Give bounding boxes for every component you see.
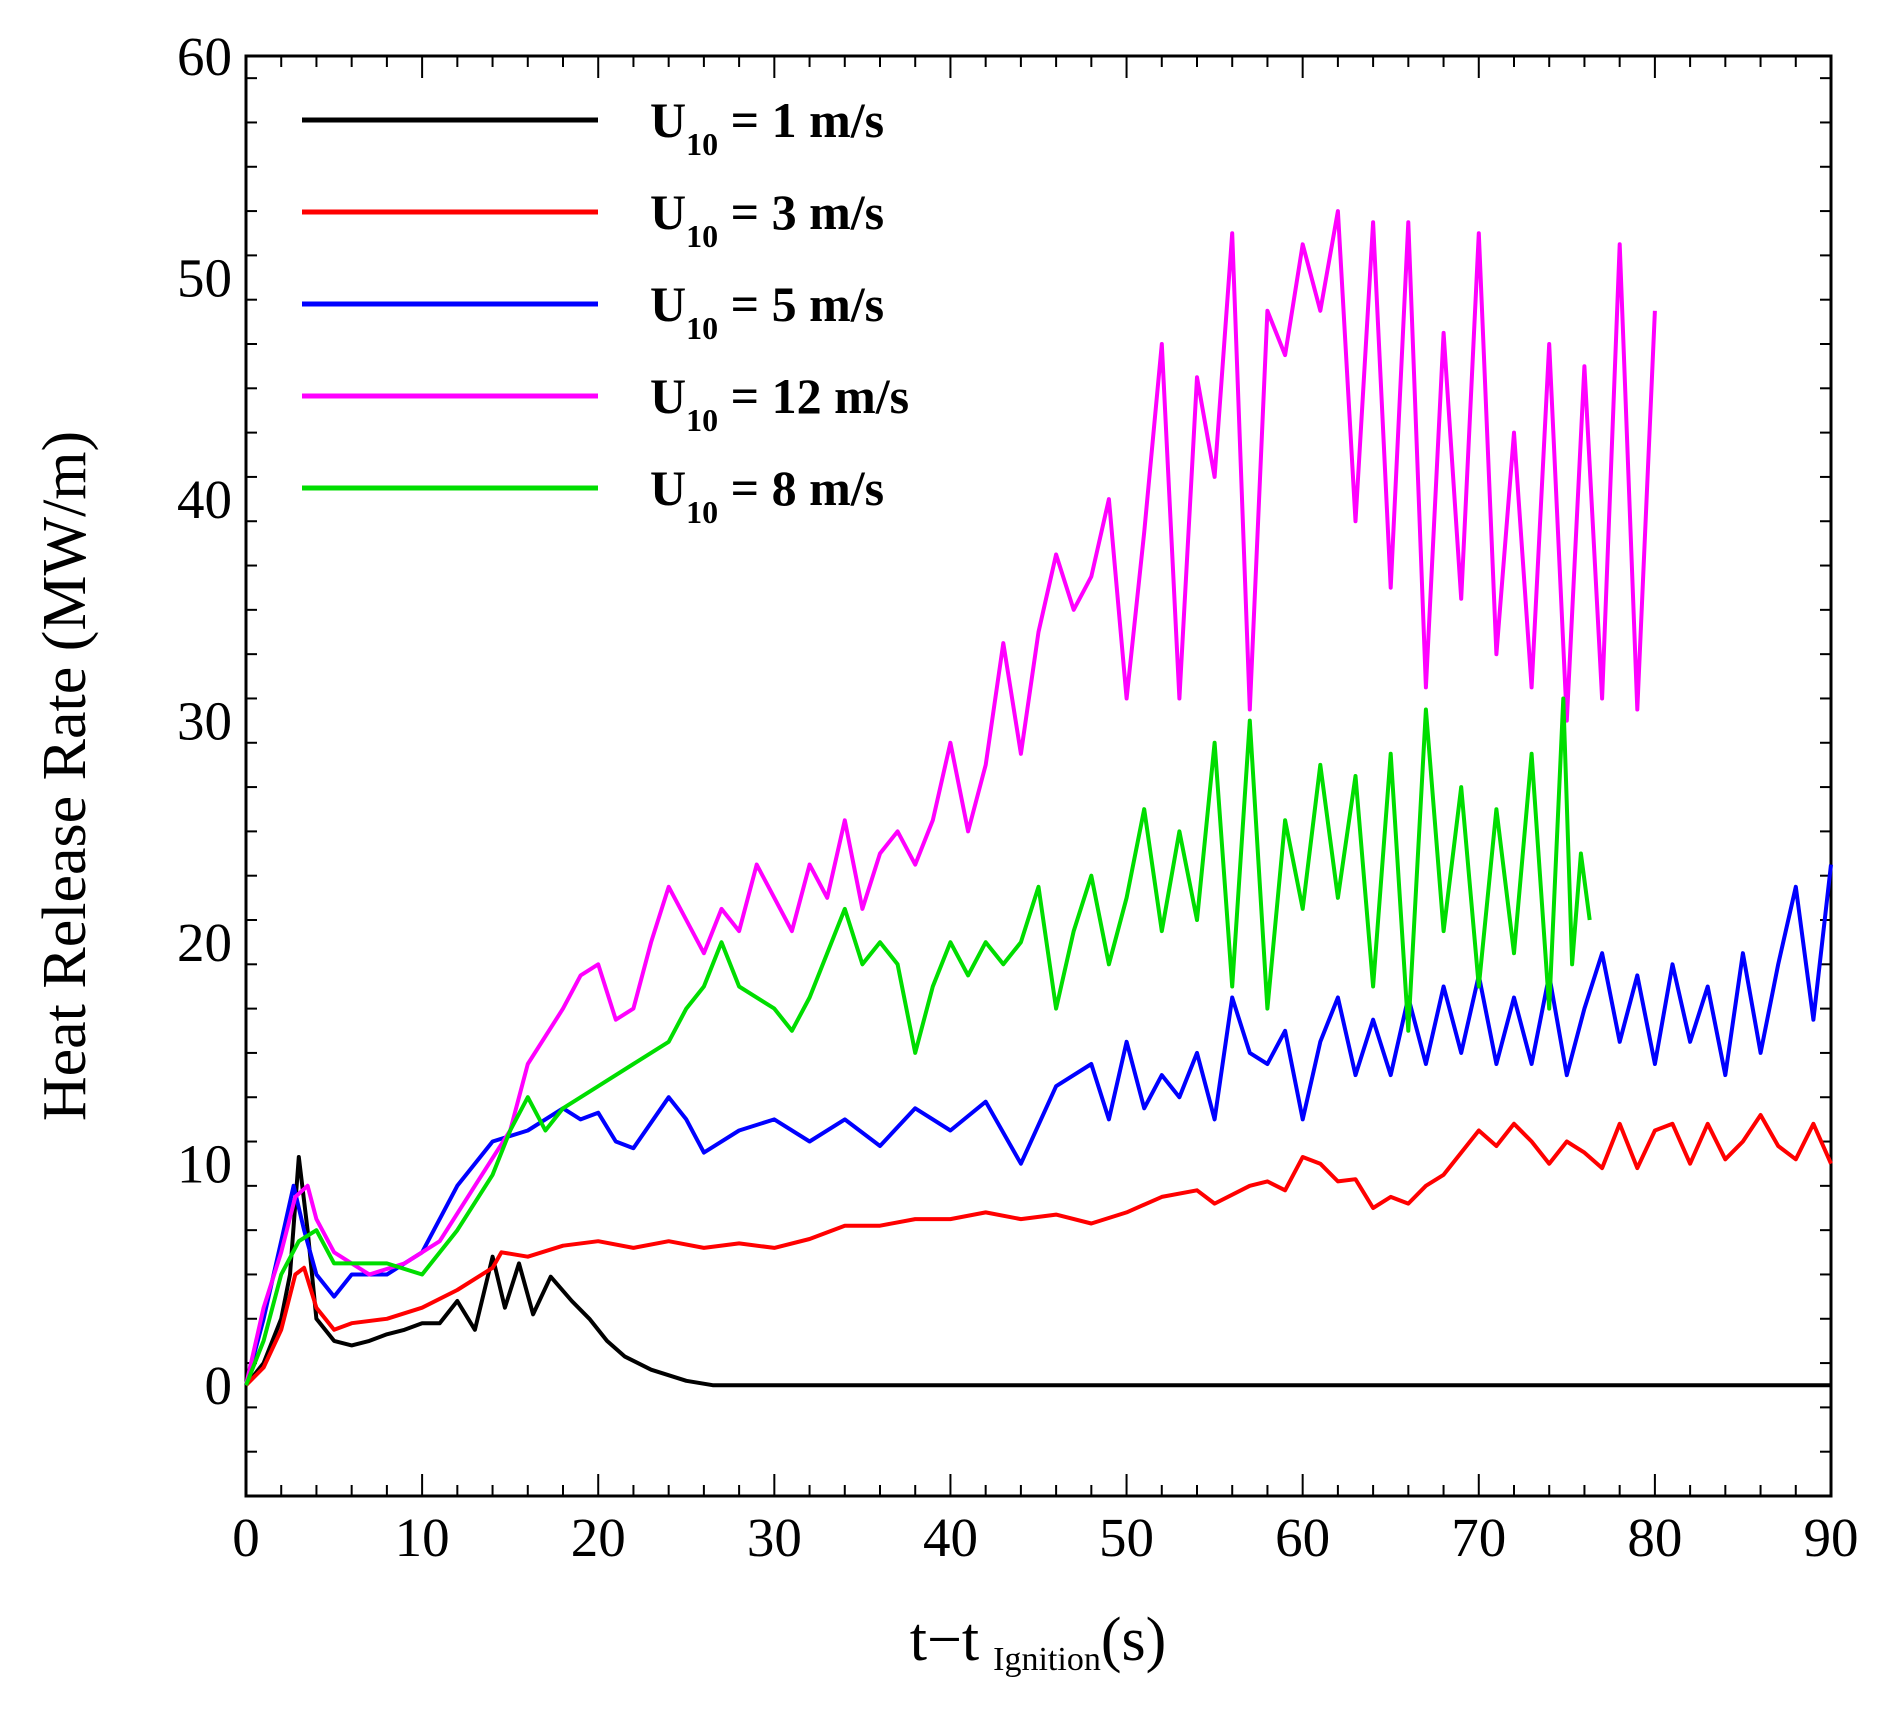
y-tick-label: 0: [205, 1355, 233, 1416]
legend-label: U10 = 12 m/s: [650, 368, 909, 438]
x-tick-label: 30: [747, 1507, 802, 1568]
legend-label: U10 = 3 m/s: [650, 184, 884, 254]
axis-ticks: [245, 56, 1832, 1497]
series-lines: [244, 209, 1833, 1388]
x-axis-title-main: t−t: [910, 1606, 979, 1674]
series-line-5-m-s: [244, 864, 1833, 1386]
x-axis-title: t−t Ignition(s): [910, 1606, 1167, 1678]
y-tick-label: 20: [177, 912, 232, 973]
x-tick-label: 80: [1627, 1507, 1682, 1568]
legend-label: U10 = 8 m/s: [650, 460, 884, 530]
y-axis-title: Heat Release Rate (MW/m): [31, 431, 99, 1121]
legend: U10 = 1 m/s U10 = 3 m/s U10 = 5 m/s U10 = 1…: [302, 92, 909, 530]
x-tick-label: 40: [923, 1507, 978, 1568]
series-line-8-m-s: [244, 696, 1592, 1386]
x-tick-label: 90: [1804, 1507, 1859, 1568]
legend-label: U10 = 5 m/s: [650, 276, 884, 346]
y-tick-label: 50: [177, 248, 232, 309]
x-tick-label: 0: [232, 1507, 260, 1568]
plot-frame: [244, 54, 1833, 1498]
x-axis-title-unit: (s): [1101, 1606, 1166, 1674]
x-tick-label: 50: [1099, 1507, 1154, 1568]
y-tick-label: 60: [177, 26, 232, 87]
x-tick-label: 10: [395, 1507, 450, 1568]
x-tick-label: 20: [571, 1507, 626, 1568]
series-line-3-m-s: [244, 1113, 1833, 1387]
series-line-1-m-s: [244, 1155, 1831, 1388]
tick-labels: 0 10 20 30 40 50 60 70 80 90 0 10 20 30 40 50 60: [177, 26, 1859, 1568]
x-tick-label: 60: [1275, 1507, 1330, 1568]
y-tick-label: 40: [177, 469, 232, 530]
y-tick-label: 30: [177, 691, 232, 752]
x-axis-title-sub: Ignition: [993, 1641, 1101, 1678]
x-tick-label: 70: [1451, 1507, 1506, 1568]
series-line-12-m-s: [244, 209, 1657, 1386]
legend-label: U10 = 1 m/s: [650, 92, 884, 162]
y-tick-label: 10: [177, 1134, 232, 1195]
